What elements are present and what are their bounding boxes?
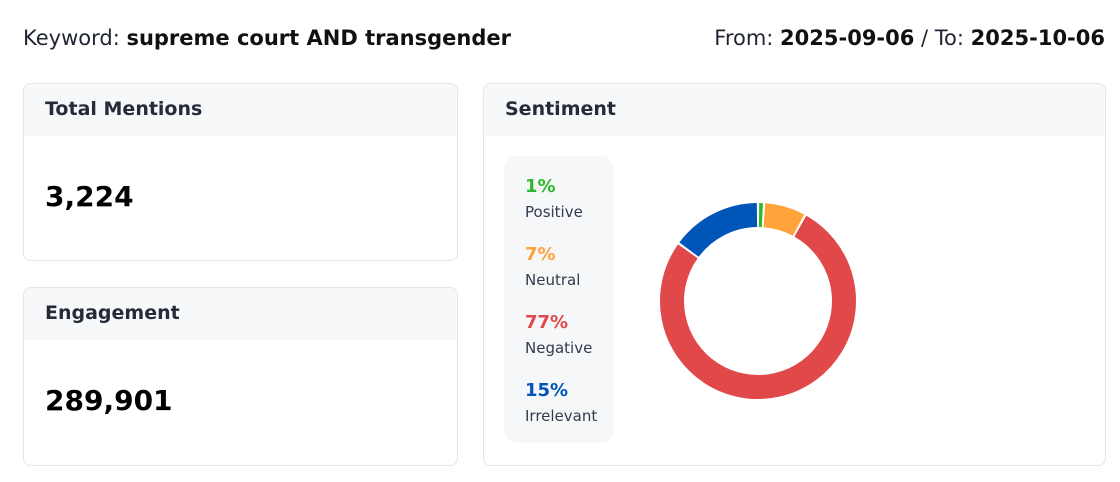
legend-label: Neutral bbox=[525, 271, 581, 289]
legend-item-positive: 1% Positive bbox=[525, 176, 593, 244]
donut-slice-negative bbox=[660, 215, 856, 399]
card-title: Engagement bbox=[24, 288, 457, 340]
legend-label: Negative bbox=[525, 339, 593, 357]
keyword-header: Keyword: supreme court AND transgender bbox=[23, 26, 511, 50]
engagement-value: 289,901 bbox=[45, 384, 173, 417]
from-date: 2025-09-06 bbox=[780, 26, 915, 50]
legend-label: Irrelevant bbox=[525, 407, 598, 425]
donut-slice-irrelevant bbox=[679, 203, 758, 258]
total-mentions-card: Total Mentions 3,224 bbox=[23, 83, 458, 261]
legend-item-irrelevant: 15% Irrelevant bbox=[525, 380, 598, 448]
sentiment-card: Sentiment 1% Positive 7% Neutral 77% Negati… bbox=[483, 83, 1106, 466]
keyword-value: supreme court AND transgender bbox=[126, 26, 511, 50]
legend-pct: 7% bbox=[525, 244, 556, 265]
legend-pct: 15% bbox=[525, 380, 569, 401]
legend-item-negative: 77% Negative bbox=[525, 312, 593, 380]
to-date: 2025-10-06 bbox=[970, 26, 1105, 50]
card-title: Total Mentions bbox=[24, 84, 457, 136]
total-mentions-value: 3,224 bbox=[45, 180, 134, 213]
sentiment-donut-chart bbox=[660, 203, 856, 399]
donut-slice-neutral bbox=[763, 203, 805, 236]
card-title: Sentiment bbox=[484, 84, 1105, 136]
legend-pct: 1% bbox=[525, 176, 556, 197]
legend-label: Positive bbox=[525, 203, 583, 221]
legend-pct: 77% bbox=[525, 312, 569, 333]
date-range: From: 2025-09-06 / To: 2025-10-06 bbox=[714, 26, 1105, 50]
engagement-card: Engagement 289,901 bbox=[23, 287, 458, 466]
legend-item-neutral: 7% Neutral bbox=[525, 244, 593, 312]
sentiment-legend: 1% Positive 7% Neutral 77% Negative 15% Irre… bbox=[504, 156, 614, 443]
